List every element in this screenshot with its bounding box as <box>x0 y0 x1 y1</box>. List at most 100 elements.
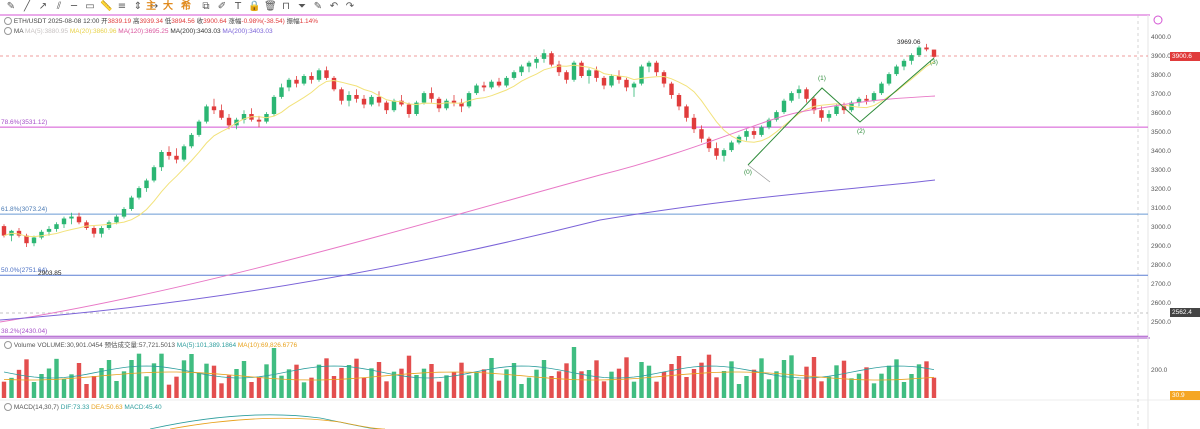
eye-icon[interactable] <box>4 341 12 350</box>
volume-bar <box>556 371 562 398</box>
low-marker: 2903.85 <box>38 270 62 277</box>
undo-icon[interactable]: ↶ <box>329 1 339 12</box>
ma200b-value: MA(200):3403.03 <box>222 28 273 35</box>
volume-bar <box>54 358 59 398</box>
text-tool-icon[interactable]: T <box>234 1 242 12</box>
ma200a-value: MA(200):3403.03 <box>170 28 221 35</box>
high-label: 高 <box>132 18 140 25</box>
candle-body <box>721 150 727 156</box>
volume-ma10-line <box>3 371 935 381</box>
volume-legend: Volume VOLUME:30,901.0454 预估成交量:57,721.5… <box>4 341 297 350</box>
volume-bar <box>106 360 112 398</box>
volume-bar <box>849 378 854 398</box>
volume-bar <box>706 354 712 398</box>
open-value: 3839.19 <box>107 18 132 25</box>
candle-body <box>519 66 524 73</box>
ruler-icon[interactable]: 📏 <box>100 1 113 12</box>
brush-icon[interactable]: ✐ <box>217 1 227 12</box>
volume-bar <box>204 363 209 398</box>
volume-forecast: 预估成交量:57,721.5013 <box>104 342 175 349</box>
candle-body <box>549 53 554 65</box>
ma200-line <box>0 179 936 321</box>
ray-icon[interactable]: ↗ <box>38 1 48 12</box>
volume-bar <box>549 376 554 398</box>
ma120-value: MA(120):3695.25 <box>118 28 169 35</box>
pair-icon <box>4 17 12 26</box>
candle-body <box>924 47 929 50</box>
magnet-icon[interactable]: ⊓ <box>282 1 290 12</box>
parallel-icon[interactable]: ⫽ <box>56 1 62 12</box>
volume-bar <box>684 377 689 398</box>
candle-body <box>84 222 89 228</box>
line-icon[interactable]: ╱ <box>23 1 31 12</box>
redo-icon[interactable]: ↷ <box>345 1 355 12</box>
horizontal-icon[interactable]: ─ <box>70 1 78 12</box>
volume-bar <box>376 362 382 398</box>
volume-bar <box>129 360 134 398</box>
measure-icon[interactable]: ⇕ <box>133 1 143 12</box>
candle-body <box>421 93 427 103</box>
volume-bar <box>61 379 67 398</box>
candle-body <box>909 55 914 61</box>
candle-body <box>496 81 502 86</box>
note-icon[interactable]: ✎ <box>313 1 323 12</box>
candle-body <box>661 72 667 84</box>
candle-body <box>594 70 599 78</box>
eye-icon[interactable] <box>4 27 12 36</box>
volume-bar <box>759 358 764 398</box>
fib-label-618: 61.8%(3073.24) <box>1 206 48 214</box>
bar-datetime: 2025-08-08 12:00 <box>48 18 100 25</box>
volume-bar <box>879 373 884 398</box>
copy-icon[interactable]: ⧉ <box>202 1 210 12</box>
filter-icon[interactable]: ⏷ <box>298 1 306 12</box>
volume-bar <box>271 348 277 398</box>
candle-body <box>136 188 142 198</box>
candle-body <box>159 152 164 168</box>
trash-icon[interactable]: 🗑 <box>264 1 277 12</box>
toolbar-label-main[interactable]: 主 <box>146 1 156 12</box>
candle-body <box>699 129 704 139</box>
candle-body <box>609 76 614 86</box>
volume-bar <box>1 381 7 398</box>
volume-bar <box>159 353 164 398</box>
candle-body <box>226 117 232 126</box>
price-range-icon[interactable]: ↔ <box>149 1 159 12</box>
volume-bar <box>586 370 592 398</box>
candle-body <box>556 64 562 73</box>
eye-icon[interactable] <box>4 403 12 412</box>
ma20-value: MA(20):3860.96 <box>69 28 117 35</box>
low-value: 3894.56 <box>171 18 195 25</box>
pencil-icon[interactable]: ✎ <box>6 1 16 12</box>
volume-bar <box>924 361 929 398</box>
macd-dif: DIF:73.33 <box>60 404 90 411</box>
fib-icon[interactable]: ≡ <box>117 1 127 12</box>
volume-bar <box>331 376 337 398</box>
volume-bar <box>864 367 869 398</box>
candle-body <box>669 83 674 95</box>
volume-bar <box>526 377 532 398</box>
toolbar-label-big[interactable]: 大 <box>163 1 173 12</box>
price-axis-tick: 3700.0 <box>1151 91 1171 98</box>
wave-label-3: (3) <box>930 59 938 66</box>
volume-bar <box>121 371 127 398</box>
candle-body <box>256 119 262 122</box>
change-label: 涨幅 <box>228 18 242 25</box>
candle-body <box>459 102 464 107</box>
candle-body <box>796 89 802 94</box>
toolbar-label-hope[interactable]: 希 <box>181 1 191 12</box>
candle-body <box>166 152 172 156</box>
volume-bar <box>856 373 862 398</box>
volume-ma5: MA(5):101,389.1864 <box>176 342 237 349</box>
volume-bar <box>796 379 802 398</box>
candle-body <box>444 100 449 109</box>
volume-bar <box>646 365 652 398</box>
macd-dea-line <box>169 417 386 429</box>
candle-body <box>586 70 592 76</box>
candle-body <box>324 70 329 78</box>
lock-icon[interactable]: 🔒 <box>248 1 261 12</box>
channel-icon[interactable]: ▭ <box>85 1 95 12</box>
macd-legend: MACD(14,30,7) DIF:73.33 DEA:50.63 MACD:4… <box>4 403 162 412</box>
volume-bar <box>616 368 622 398</box>
volume-bar <box>511 363 517 398</box>
